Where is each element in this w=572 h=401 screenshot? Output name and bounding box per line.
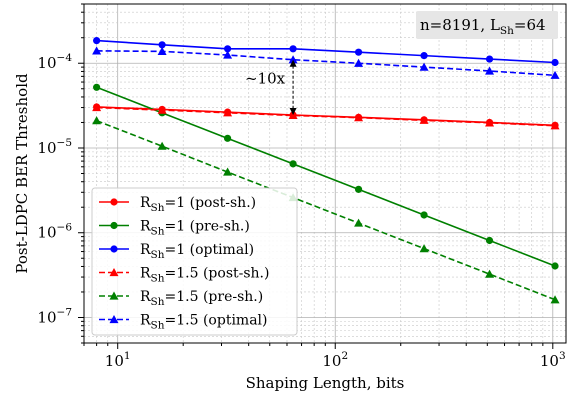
legend: RSh=1 (post-sh.) RSh=1 (pre-sh.) RSh=1 (op… (91, 187, 298, 336)
legend-entry: RSh=1.5 (post-sh.) (99, 266, 269, 285)
series-line (96, 119, 556, 301)
data-point (289, 45, 297, 53)
legend-label: RSh=1 (pre-sh.) (140, 219, 250, 238)
data-point (288, 110, 298, 120)
legend-label: RSh=1 (optimal) (140, 242, 254, 261)
x-axis-label: Shaping Length, bits (246, 374, 405, 392)
data-point (93, 36, 101, 45)
legend-marker (109, 291, 119, 300)
series-line (96, 39, 556, 64)
data-point (485, 55, 494, 63)
data-point (419, 115, 429, 124)
data-point (354, 185, 363, 193)
data-point (92, 103, 102, 112)
legend-entry: RSh=1 (post-sh.) (99, 195, 256, 214)
data-point (223, 167, 233, 176)
axis-ticks: 101 102 103 10−7 10−6 10−5 10−4 (37, 3, 566, 370)
legend-label: RSh=1 (post-sh.) (140, 195, 256, 214)
y-tick-label: 10−4 (37, 52, 72, 72)
legend-entry: RSh=1 (pre-sh.) (99, 219, 250, 238)
data-point (354, 218, 364, 227)
data-point (354, 48, 363, 56)
parameter-box: n=8191, LSh=64 (416, 11, 558, 39)
x-tick-label: 102 (322, 350, 348, 370)
data-point (485, 236, 494, 245)
series-line (96, 50, 556, 77)
data-point (223, 45, 232, 53)
ratio-annotation: ~10x (245, 69, 286, 87)
annotation-layer: ~10x n=8191, LSh=64 (245, 11, 558, 116)
parameter-box-bg (416, 11, 558, 39)
data-point (157, 141, 167, 150)
series-layer (92, 36, 560, 304)
data-point (92, 46, 102, 55)
data-point (223, 50, 233, 59)
data-point (419, 62, 429, 71)
data-point (551, 262, 559, 270)
data-point (289, 160, 297, 168)
data-point (550, 121, 560, 130)
data-point (485, 269, 495, 278)
legend-label: RSh=1.5 (pre-sh.) (140, 289, 263, 308)
legend-label: RSh=1.5 (post-sh.) (140, 266, 269, 285)
x-tick-label: 101 (105, 350, 131, 370)
data-point (420, 52, 428, 60)
legend-entry: RSh=1.5 (optimal) (99, 313, 267, 332)
legend-marker (110, 245, 118, 253)
data-point (354, 113, 364, 122)
legend-marker (110, 198, 118, 206)
data-point (223, 108, 233, 117)
series-5 (92, 46, 560, 79)
data-point (288, 55, 298, 64)
legend-label: RSh=1.5 (optimal) (140, 313, 267, 332)
data-point (419, 244, 429, 253)
data-point (158, 41, 166, 49)
parameter-text: n=8191, LSh=64 (420, 16, 546, 37)
legend-entry: RSh=1.5 (pre-sh.) (99, 289, 263, 308)
arrow-head-down (289, 108, 297, 116)
legend-marker (109, 315, 119, 324)
data-point (354, 58, 364, 67)
y-tick-label: 10−6 (37, 222, 72, 242)
arrow-head-up (289, 59, 297, 67)
data-point (551, 58, 559, 67)
data-point (223, 134, 232, 142)
y-tick-label: 10−5 (37, 137, 72, 157)
data-point (157, 46, 167, 55)
data-point (550, 70, 560, 79)
series-line (96, 86, 556, 267)
series-line (96, 106, 556, 127)
data-point (92, 116, 102, 125)
y-tick-label: 10−7 (37, 306, 72, 326)
series-3 (92, 103, 560, 130)
series-2 (93, 36, 559, 67)
data-point (93, 83, 101, 91)
legend-box (91, 187, 298, 336)
data-point (550, 295, 560, 304)
legend-entry: RSh=1 (optimal) (99, 242, 254, 261)
legend-marker (109, 268, 119, 277)
data-point (485, 118, 495, 127)
x-tick-label: 103 (540, 350, 566, 370)
legend-marker (110, 221, 118, 230)
data-point (485, 66, 495, 75)
y-axis-label: Post-LDPC BER Threshold (13, 73, 31, 274)
data-point (157, 105, 167, 114)
data-point (420, 211, 428, 219)
